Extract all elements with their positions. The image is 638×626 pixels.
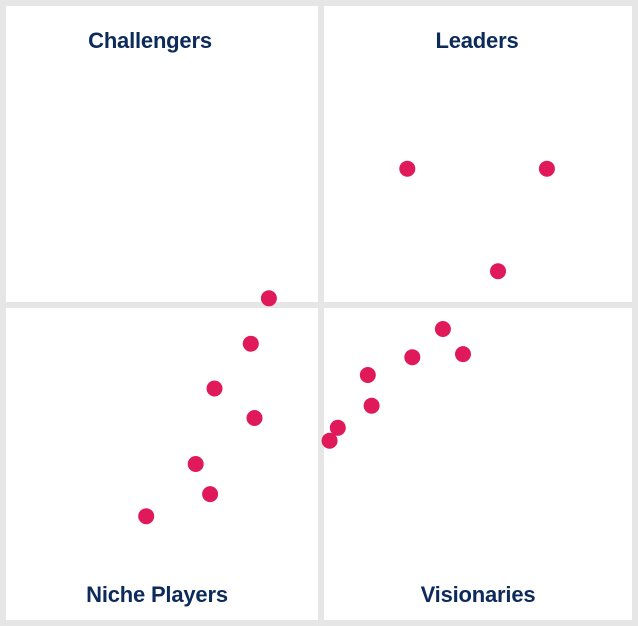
scatter-point-6 (455, 346, 471, 363)
scatter-point-1 (399, 160, 416, 177)
scatter-point-7 (242, 335, 259, 352)
quadrant-label-visionaries: Visionaries (421, 582, 536, 607)
quadrant-label-challengers: Challengers (88, 28, 212, 53)
scatter-point-2 (538, 160, 555, 177)
scatter-point-17 (138, 508, 155, 525)
scatter-points (138, 160, 555, 525)
scatter-point-11 (246, 410, 263, 426)
quadrant-label-niche-players: Niche Players (86, 582, 228, 607)
scatter-point-16 (202, 486, 219, 503)
scatter-point-13 (329, 419, 346, 436)
scatter-point-5 (434, 321, 451, 337)
scatter-point-8 (404, 349, 421, 366)
quadrant-label-leaders: Leaders (436, 28, 519, 53)
scatter-point-14 (321, 432, 338, 449)
scatter-point-12 (363, 397, 380, 414)
scatter-point-15 (187, 456, 204, 472)
scatter-point-4 (260, 290, 277, 307)
scatter-point-10 (206, 380, 223, 397)
scatter-point-9 (359, 367, 376, 383)
scatter-point-3 (490, 263, 506, 280)
